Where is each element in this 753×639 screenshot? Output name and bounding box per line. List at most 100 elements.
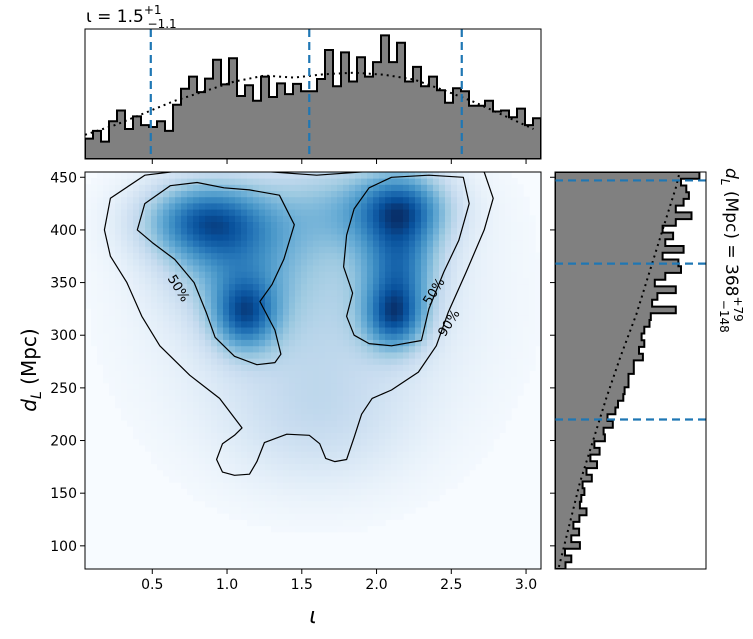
density-cell bbox=[283, 457, 290, 465]
density-cell bbox=[367, 233, 374, 241]
density-cell bbox=[187, 264, 194, 272]
density-cell bbox=[487, 184, 494, 192]
density-cell bbox=[109, 233, 116, 241]
density-cell bbox=[475, 382, 482, 390]
density-cell bbox=[349, 469, 356, 477]
density-cell bbox=[169, 326, 176, 334]
density-cell bbox=[427, 233, 434, 241]
density-cell bbox=[193, 271, 200, 278]
density-cell bbox=[139, 358, 146, 365]
density-cell bbox=[325, 172, 332, 179]
density-cell bbox=[457, 289, 464, 297]
density-cell bbox=[379, 221, 386, 229]
density-cell bbox=[481, 184, 488, 192]
density-cell bbox=[337, 196, 344, 204]
density-cell bbox=[259, 258, 266, 266]
density-cell bbox=[139, 283, 146, 291]
density-cell bbox=[391, 240, 398, 247]
density-cell bbox=[235, 178, 242, 185]
density-cell bbox=[343, 482, 350, 489]
density-cell bbox=[385, 172, 392, 179]
density-cell bbox=[319, 488, 326, 496]
density-cell bbox=[253, 444, 260, 452]
density-cell bbox=[421, 202, 428, 210]
density-cell bbox=[145, 314, 152, 322]
density-cell bbox=[445, 271, 452, 278]
density-cell bbox=[475, 358, 482, 365]
density-cell bbox=[487, 364, 494, 372]
density-cell bbox=[235, 444, 242, 452]
density-cell bbox=[193, 457, 200, 465]
density-cell bbox=[523, 339, 530, 347]
density-cell bbox=[133, 209, 140, 216]
density-cell bbox=[235, 159, 242, 166]
density-cell bbox=[373, 264, 380, 272]
density-cell bbox=[337, 295, 344, 303]
density-cell bbox=[277, 339, 284, 347]
density-cell bbox=[235, 302, 242, 309]
density-cell bbox=[157, 444, 164, 452]
density-cell bbox=[217, 364, 224, 372]
density-cell bbox=[481, 376, 488, 384]
density-cell bbox=[385, 457, 392, 465]
density-cell bbox=[475, 277, 482, 285]
density-cell bbox=[307, 457, 314, 465]
density-cell bbox=[445, 172, 452, 179]
density-cell bbox=[409, 395, 416, 403]
density-cell bbox=[139, 190, 146, 198]
density-cell bbox=[355, 215, 362, 223]
density-cell bbox=[469, 246, 476, 254]
density-cell bbox=[445, 457, 452, 465]
density-cell bbox=[91, 283, 98, 291]
density-cell bbox=[373, 209, 380, 216]
density-cell bbox=[373, 395, 380, 403]
density-cell bbox=[109, 295, 116, 303]
density-cell bbox=[337, 469, 344, 477]
main-y-tick-label: 200 bbox=[50, 434, 77, 450]
density-cell bbox=[277, 525, 284, 533]
density-cell bbox=[385, 364, 392, 372]
density-cell bbox=[469, 426, 476, 434]
density-cell bbox=[367, 407, 374, 415]
density-cell bbox=[499, 172, 506, 173]
density-cell bbox=[397, 438, 404, 446]
density-cell bbox=[139, 370, 146, 378]
density-cell bbox=[133, 196, 140, 204]
density-cell bbox=[421, 475, 428, 483]
density-cell bbox=[211, 401, 218, 409]
density-cell bbox=[493, 252, 500, 260]
density-cell bbox=[97, 215, 104, 223]
density-cell bbox=[367, 444, 374, 452]
density-cell bbox=[235, 395, 242, 403]
density-cell bbox=[499, 401, 506, 409]
density-cell bbox=[241, 482, 248, 489]
density-cell bbox=[157, 277, 164, 285]
density-cell bbox=[187, 172, 194, 179]
density-cell bbox=[301, 513, 308, 520]
density-cell bbox=[367, 289, 374, 297]
density-cell bbox=[295, 358, 302, 365]
density-cell bbox=[349, 345, 356, 353]
density-cell bbox=[433, 221, 440, 229]
density-cell bbox=[511, 271, 518, 278]
density-cell bbox=[373, 506, 380, 514]
density-cell bbox=[283, 444, 290, 452]
density-cell bbox=[487, 326, 494, 334]
right-label-prefix: d bbox=[721, 168, 741, 179]
density-cell bbox=[475, 370, 482, 378]
density-cell bbox=[355, 451, 362, 458]
density-cell bbox=[487, 345, 494, 353]
density-cell bbox=[307, 401, 314, 409]
density-cell bbox=[529, 339, 536, 347]
density-cell bbox=[181, 264, 188, 272]
density-cell bbox=[265, 320, 272, 328]
density-cell bbox=[493, 364, 500, 372]
density-cell bbox=[439, 401, 446, 409]
density-cell bbox=[469, 271, 476, 278]
density-cell bbox=[151, 196, 158, 204]
density-cell bbox=[181, 240, 188, 247]
density-cell bbox=[505, 221, 512, 229]
density-cell bbox=[349, 389, 356, 396]
density-cell bbox=[331, 513, 338, 520]
density-cell bbox=[349, 420, 356, 427]
